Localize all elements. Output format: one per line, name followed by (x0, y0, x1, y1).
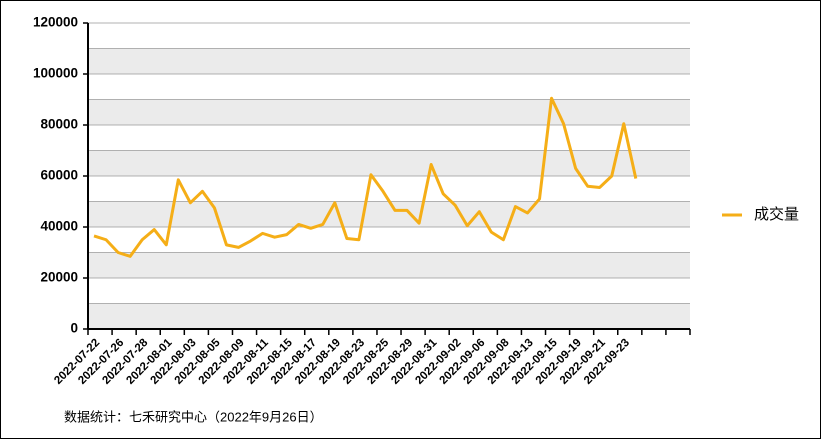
y-tick-label: 80000 (40, 117, 78, 132)
grid-band (88, 48, 690, 74)
y-tick-label: 60000 (40, 168, 78, 183)
y-tick-label: 0 (70, 321, 78, 336)
grid-band (88, 201, 690, 227)
y-tick-label: 40000 (40, 219, 78, 234)
grid-band (88, 252, 690, 278)
grid-band (88, 99, 690, 125)
y-tick-label: 100000 (33, 66, 78, 81)
legend-label: 成交量 (754, 205, 799, 223)
y-tick-label: 120000 (33, 15, 78, 30)
y-tick-label: 20000 (40, 270, 78, 285)
grid-band (88, 150, 690, 176)
footnote: 数据统计：七禾研究中心（2022年9月26日） (64, 409, 323, 424)
grid-band (88, 303, 690, 329)
line-series (93, 96, 638, 258)
